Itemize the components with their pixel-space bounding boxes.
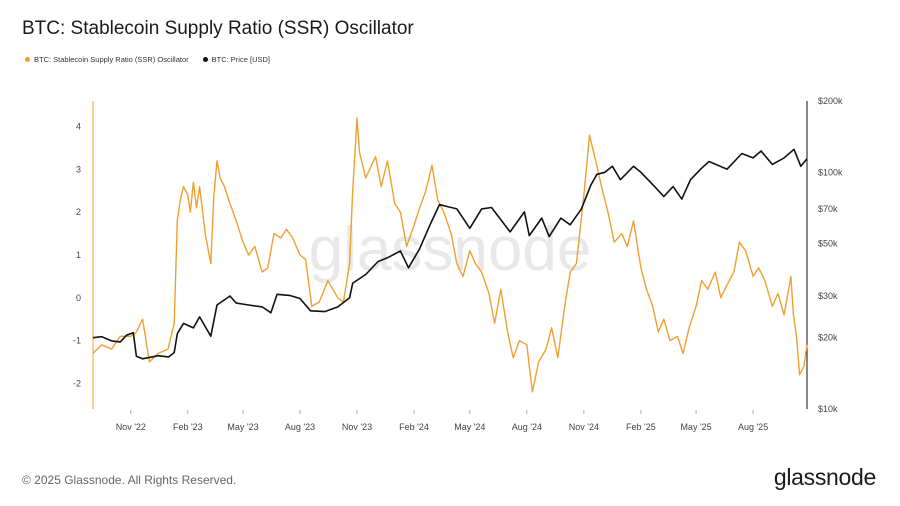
x-tick-label: Feb '24 xyxy=(399,422,429,432)
left-axis: -2 -1 0 1 2 3 4 xyxy=(73,101,94,409)
right-tick-label: $10k xyxy=(818,404,838,414)
legend-item-ssr[interactable]: BTC: Stablecoin Supply Ratio (SSR) Oscil… xyxy=(25,55,189,64)
right-axis: $10k $20k $30k $50k $70k $100k $200k xyxy=(806,96,843,414)
left-tick-label: 3 xyxy=(76,164,81,174)
left-tick-label: -1 xyxy=(73,336,81,346)
legend-dot-ssr xyxy=(25,57,30,62)
left-tick-label: 2 xyxy=(76,207,81,217)
x-tick-label: Feb '23 xyxy=(173,422,203,432)
series-layer xyxy=(92,117,808,393)
right-tick-label: $20k xyxy=(818,333,838,343)
right-tick-label: $200k xyxy=(818,96,843,106)
left-tick-label: 1 xyxy=(76,250,81,260)
brand-logo[interactable]: glassnode xyxy=(773,464,876,490)
right-tick-label: $70k xyxy=(818,204,838,214)
legend-item-price[interactable]: BTC: Price [USD] xyxy=(202,55,270,64)
x-tick-label: Aug '23 xyxy=(285,422,315,432)
left-tick-label: -2 xyxy=(73,378,81,388)
right-tick-label: $50k xyxy=(818,239,838,249)
chart-title: BTC: Stablecoin Supply Ratio (SSR) Oscil… xyxy=(22,18,414,39)
watermark-text: glassnode xyxy=(309,215,592,284)
x-tick-label: May '25 xyxy=(680,422,711,432)
btc-price-line xyxy=(92,148,808,360)
right-tick-label: $100k xyxy=(818,167,843,177)
ssr-oscillator-line xyxy=(92,117,808,393)
x-axis: Nov '22 Feb '23 May '23 Aug '23 Nov '23 Feb '… xyxy=(116,410,768,432)
legend-label-ssr: BTC: Stablecoin Supply Ratio (SSR) Oscil… xyxy=(34,55,189,64)
legend-dot-price xyxy=(202,57,208,62)
legend-label-price: BTC: Price [USD] xyxy=(211,55,270,64)
x-tick-label: Aug '24 xyxy=(512,422,542,432)
x-tick-label: Feb '25 xyxy=(626,422,656,432)
right-tick-label: $30k xyxy=(818,291,838,301)
x-tick-label: Aug '25 xyxy=(738,422,768,432)
left-tick-label: 0 xyxy=(76,293,81,303)
x-tick-label: Nov '23 xyxy=(342,422,372,432)
x-tick-label: Nov '22 xyxy=(116,422,146,432)
left-tick-label: 4 xyxy=(76,122,81,132)
x-tick-label: May '23 xyxy=(227,422,258,432)
copyright-text: © 2025 Glassnode. All Rights Reserved. xyxy=(22,473,237,487)
x-tick-label: Nov '24 xyxy=(569,422,599,432)
x-tick-label: May '24 xyxy=(454,422,485,432)
legend: BTC: Stablecoin Supply Ratio (SSR) Oscil… xyxy=(25,55,284,64)
